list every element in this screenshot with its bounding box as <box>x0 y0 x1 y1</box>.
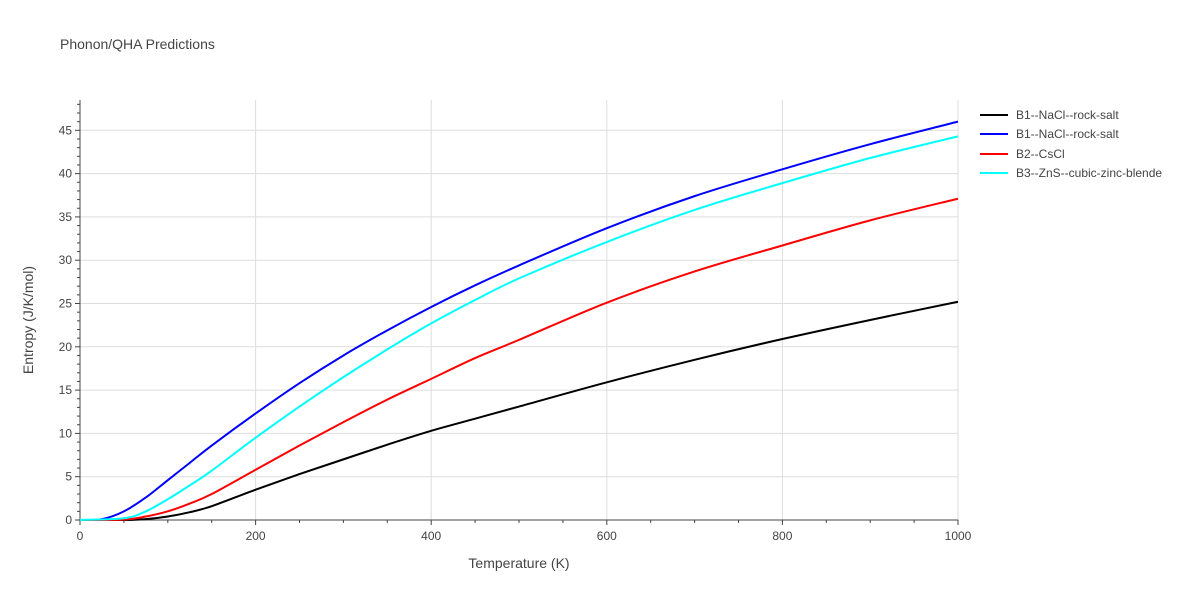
legend-label: B1--NaCl--rock-salt <box>1016 127 1119 142</box>
legend: B1--NaCl--rock-salt B1--NaCl--rock-salt B2… <box>980 105 1162 183</box>
legend-item[interactable]: B1--NaCl--rock-salt <box>980 105 1162 125</box>
series-line-3[interactable] <box>79 135 959 521</box>
legend-item[interactable]: B3--ZnS--cubic-zinc-blende <box>980 164 1162 184</box>
x-tick-label: 600 <box>597 529 617 543</box>
x-tick-label: 1000 <box>945 529 972 543</box>
y-tick-label: 15 <box>59 383 73 397</box>
x-tick-label: 200 <box>246 529 266 543</box>
chart-title: Phonon/QHA Predictions <box>60 36 215 52</box>
legend-swatch <box>980 152 1008 155</box>
legend-swatch <box>980 113 1008 116</box>
axes <box>75 100 959 525</box>
y-axis-title: Entropy (J/K/mol) <box>20 266 36 374</box>
series-layer <box>79 120 959 522</box>
y-tick-label: 30 <box>59 253 73 267</box>
legend-item[interactable]: B1--NaCl--rock-salt <box>980 125 1162 145</box>
series-line-2[interactable] <box>79 197 959 521</box>
x-axis-title: Temperature (K) <box>468 555 569 571</box>
legend-label: B3--ZnS--cubic-zinc-blende <box>1016 166 1163 181</box>
grid-lines <box>80 100 959 520</box>
x-tick-label: 400 <box>421 529 441 543</box>
legend-label: B1--NaCl--rock-salt <box>1016 107 1119 122</box>
legend-swatch <box>980 172 1008 175</box>
tick-labels: 0 5 10 15 20 25 30 35 40 45 0 200 400 600 800 1000 <box>59 123 972 543</box>
series-line-1[interactable] <box>79 120 959 522</box>
y-tick-label: 20 <box>59 340 73 354</box>
y-tick-label: 40 <box>59 167 73 181</box>
y-tick-label: 35 <box>59 210 73 224</box>
series-line-0[interactable] <box>79 300 959 522</box>
y-tick-label: 5 <box>65 470 72 484</box>
y-tick-label: 0 <box>65 513 72 527</box>
y-tick-label: 10 <box>59 426 73 440</box>
x-tick-label: 0 <box>77 529 84 543</box>
legend-label: B2--CsCl <box>1016 146 1065 161</box>
x-tick-label: 800 <box>772 529 792 543</box>
y-tick-label: 45 <box>59 123 73 137</box>
legend-item[interactable]: B2--CsCl <box>980 144 1162 164</box>
y-tick-label: 25 <box>59 297 73 311</box>
legend-swatch <box>980 133 1008 136</box>
